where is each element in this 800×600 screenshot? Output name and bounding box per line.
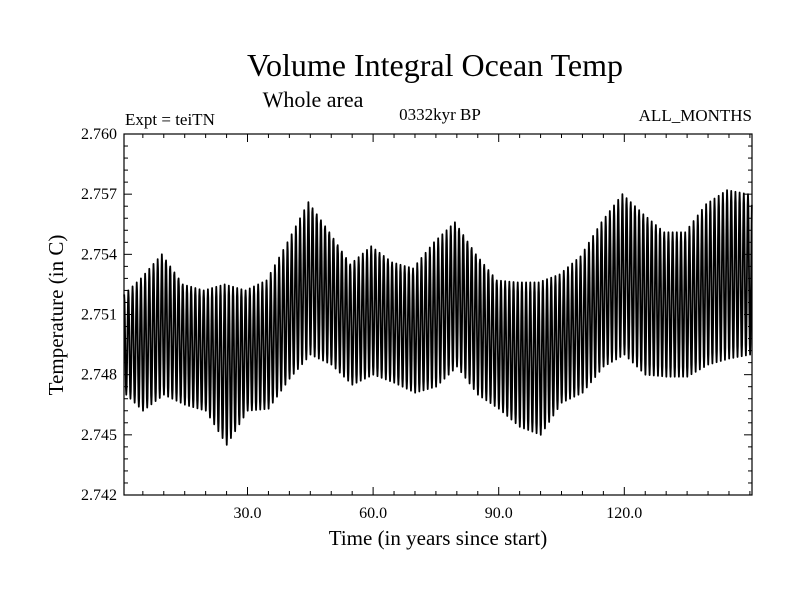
x-axis-label: Time (in years since start) [329, 526, 548, 550]
plot-frame [123, 133, 753, 496]
y-axis-label: Temperature (in C) [44, 235, 68, 396]
x-tick-label: 90.0 [485, 505, 513, 522]
experiment-label: Expt = teiTN [125, 110, 215, 129]
period-label: 0332kyr BP [399, 105, 481, 124]
y-tick-label: 2.751 [81, 307, 117, 324]
y-tick-label: 2.745 [81, 427, 117, 444]
y-tick-label: 2.757 [81, 186, 117, 203]
x-tick-label: 30.0 [234, 505, 262, 522]
y-tick-label: 2.748 [81, 367, 117, 384]
x-tick-label: 60.0 [359, 505, 387, 522]
data-series-line [123, 189, 753, 446]
months-label: ALL_MONTHS [639, 106, 752, 125]
x-tick-label: 120.0 [606, 505, 642, 522]
axis-ticks: 30.0 60.0 90.0 120.0 2.742 2.745 2.748 2.751 2.7… [81, 126, 752, 522]
chart-title: Volume Integral Ocean Temp [247, 47, 623, 83]
y-tick-label: 2.754 [81, 246, 117, 263]
chart-subtitle: Whole area [263, 87, 364, 112]
y-tick-label: 2.742 [81, 487, 117, 504]
y-tick-label: 2.760 [81, 126, 117, 143]
